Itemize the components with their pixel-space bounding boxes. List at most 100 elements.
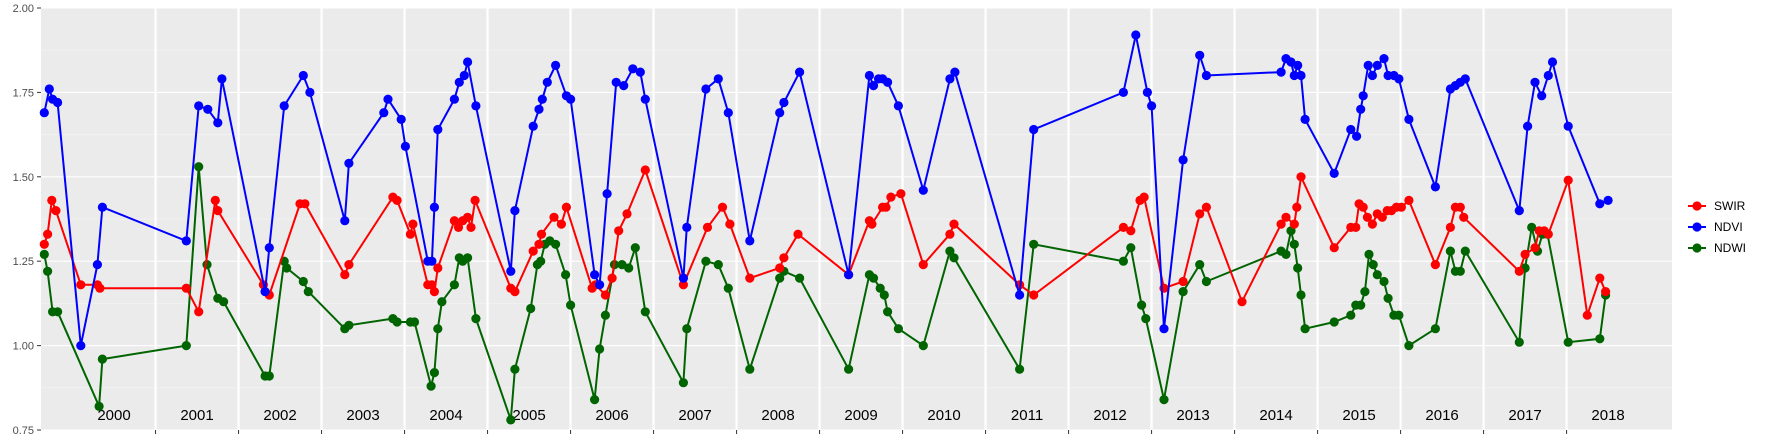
data-point-ndvi [1118,87,1128,97]
data-point-ndwi [526,303,536,314]
data-point-ndvi [1603,195,1613,205]
data-point-ndvi [260,287,270,297]
data-point-ndwi [1383,293,1393,303]
data-point-ndvi [779,97,789,108]
data-point-ndwi [53,307,63,317]
data-point-ndvi [868,81,879,91]
data-point-ndwi [875,283,885,293]
data-point-ndwi [1346,310,1356,320]
year-label: 2011 [1011,407,1043,424]
data-point-ndwi [1159,395,1169,405]
data-point-ndvi [463,57,473,67]
data-point-swir [561,202,572,212]
data-point-ndwi [1372,270,1382,280]
data-point-ndwi [1430,324,1440,334]
data-point-swir [549,212,559,222]
y-tick-label: 2.00 [13,3,34,15]
data-point-swir [43,229,53,239]
data-point-ndvi [844,270,854,280]
data-point-ndvi [340,216,350,226]
data-point-ndvi [1514,206,1524,216]
data-point-ndwi [1293,263,1303,273]
data-point-ndvi [542,77,552,87]
data-point-ndvi [595,280,605,290]
data-point-ndwi [1015,364,1025,374]
legend-item-ndvi: NDVI [1688,220,1743,234]
data-point-ndwi [1289,239,1299,249]
data-point-ndvi [883,77,893,87]
data-point-ndwi [426,381,436,391]
data-point-swir [1563,175,1573,185]
data-point-ndwi [795,273,805,283]
data-point-ndwi [630,243,640,253]
data-point-ndvi [1404,114,1414,124]
data-point-swir [95,283,105,293]
data-point-ndvi [506,266,516,276]
data-point-ndvi [383,94,393,104]
data-point-ndvi [396,114,406,124]
data-point-ndvi [264,243,274,253]
data-point-ndwi [590,395,600,405]
year-label: 2006 [595,407,628,424]
y-tick-label: 0.75 [13,425,34,437]
data-point-ndvi [1530,77,1540,87]
data-point-ndvi [194,101,204,111]
data-point-ndwi [1178,287,1188,297]
data-point-ndwi [264,371,274,381]
data-point-swir [793,229,803,239]
data-point-ndvi [713,74,723,84]
year-label: 2001 [180,407,213,424]
data-point-ndwi [1141,314,1151,324]
year-label: 2005 [512,407,545,424]
data-point-swir [886,192,896,202]
data-point-ndvi [44,84,54,94]
data-point-swir [1455,202,1465,212]
data-point-ndwi [429,368,439,378]
data-point-ndvi [1178,155,1188,165]
data-point-swir [556,219,567,229]
data-point-ndwi [595,344,605,354]
data-point-ndwi [1563,337,1573,347]
data-point-ndwi [682,324,692,334]
data-point-swir [1195,209,1205,219]
data-point-ndwi [883,307,893,317]
data-point-ndwi [43,266,53,276]
data-point-ndwi [1360,287,1370,297]
series-ndwi [39,162,1611,425]
y-axis: 0.75 1.00 1.25 1.50 1.75 2.00 [13,3,41,437]
data-point-ndwi [1394,310,1404,320]
data-point-ndvi [640,94,650,104]
data-point-swir [1329,243,1339,253]
data-point-swir [1582,310,1592,320]
data-point-ndvi [1537,91,1547,101]
data-point-swir [1430,260,1440,270]
year-label: 2012 [1093,407,1126,424]
data-point-swir [392,195,402,205]
data-point-ndvi [1356,104,1366,114]
data-point-ndwi [449,280,459,290]
data-point-ndwi [745,364,755,374]
data-point-ndvi [1543,70,1553,81]
data-point-ndvi [1430,182,1440,192]
data-point-ndvi [1147,101,1157,111]
data-point-swir [536,229,547,239]
data-point-ndvi [628,64,638,74]
series-ndvi [39,30,1613,351]
data-point-ndwi [551,239,561,249]
data-point-ndvi [1293,60,1303,70]
data-point-ndvi [1523,121,1533,131]
data-point-ndvi [619,81,629,91]
data-point-ndvi [92,260,102,270]
data-point-ndwi [640,307,650,317]
data-point-ndvi [537,94,547,104]
data-point-ndwi [1445,246,1455,256]
year-labels: 2000 2001 2002 2003 2004 2005 2006 2007 2008 2009… [97,407,1624,424]
year-label: 2010 [927,407,960,424]
data-point-ndwi [409,317,420,327]
year-label: 2000 [97,407,130,424]
data-point-ndwi [344,320,354,330]
data-point-ndvi [1289,70,1299,81]
data-point-swir [1543,229,1553,239]
data-point-swir [528,246,538,256]
data-point-ndwi [918,341,928,351]
